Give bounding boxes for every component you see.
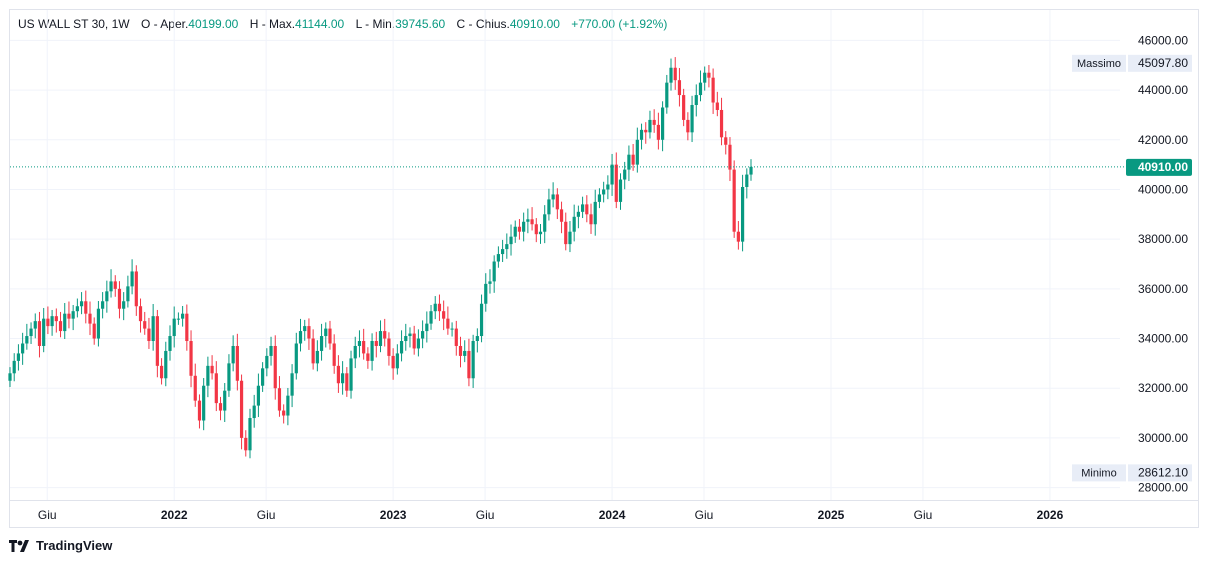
legend-low-value: 39745.60 [395,17,446,31]
legend-high-label: H - Max. [249,17,296,31]
chart-frame[interactable] [9,9,1199,528]
legend-change-value: +770.00 (+1.92%) [571,17,668,31]
legend-close-value: 40910.00 [509,17,560,31]
legend-symbol: US WALL ST 30, 1W [18,17,130,31]
tradingview-logo-icon [9,539,29,552]
ohlc-legend: US WALL ST 30, 1W O - Aper.40199.00 H - … [18,17,667,31]
legend-open-value: 40199.00 [188,17,239,31]
legend-low-label: L - Min. [355,17,396,31]
tradingview-branding[interactable]: TradingView [9,538,112,553]
legend-close-label: C - Chius. [456,17,510,31]
legend-open-label: O - Aper. [140,17,189,31]
legend-high-value: 41144.00 [295,17,345,31]
tradingview-brand-name: TradingView [36,538,113,553]
